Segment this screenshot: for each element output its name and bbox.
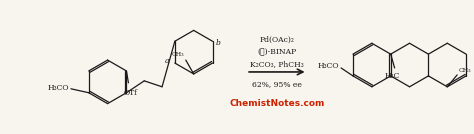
Text: 62%, 95% ee: 62%, 95% ee xyxy=(252,80,302,88)
Text: H₃CO: H₃CO xyxy=(47,84,69,92)
Text: (ℛ)-BINAP: (ℛ)-BINAP xyxy=(257,48,296,56)
Text: Pd(OAc)₂: Pd(OAc)₂ xyxy=(259,36,294,44)
Text: b: b xyxy=(216,39,221,47)
Text: H₃CO: H₃CO xyxy=(318,62,339,70)
Text: OTf: OTf xyxy=(123,89,137,97)
Text: CH₃: CH₃ xyxy=(458,68,471,73)
Text: H₃C: H₃C xyxy=(385,72,401,80)
Text: K₂CO₃, PhCH₃: K₂CO₃, PhCH₃ xyxy=(250,60,304,68)
Text: ChemistNotes.com: ChemistNotes.com xyxy=(229,99,325,108)
Text: CH₃: CH₃ xyxy=(171,52,184,57)
Text: a: a xyxy=(164,57,169,65)
